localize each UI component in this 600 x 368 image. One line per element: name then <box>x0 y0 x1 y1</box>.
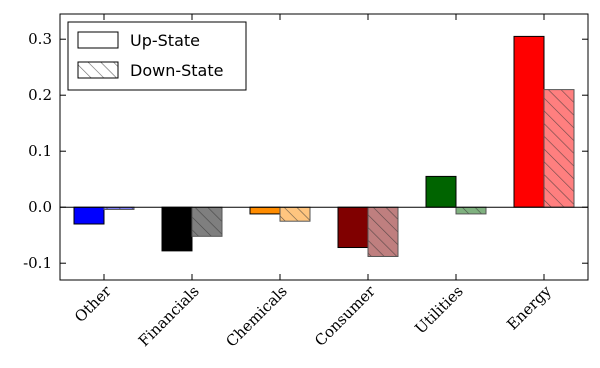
bar-utilities-down-state-hatch <box>455 206 487 215</box>
x-tick-label-consumer: Consumer <box>311 282 379 350</box>
y-tick-label: 0.3 <box>28 30 52 48</box>
legend-label-up-state: Up-State <box>130 31 200 50</box>
x-tick-label-other: Other <box>71 282 115 326</box>
legend-swatch-up-state <box>77 31 119 49</box>
bar-chemicals-down-state-hatch <box>279 206 311 222</box>
y-tick-label: 0.1 <box>28 142 52 160</box>
bar-chemicals-up-state <box>249 206 281 215</box>
legend-swatch-down-state <box>77 61 119 79</box>
legend-label-down-state: Down-State <box>130 61 223 80</box>
bar-consumer-up-state <box>337 206 369 249</box>
legend: Up-State Down-State <box>67 21 247 91</box>
bar-energy-up-state <box>513 35 545 208</box>
bar-consumer-down-state-hatch <box>367 206 399 257</box>
bar-financials-down-state-hatch <box>191 206 223 237</box>
bar-financials-up-state <box>161 206 193 252</box>
bars <box>73 35 575 257</box>
y-tick-label: -0.1 <box>23 254 52 272</box>
bar-energy-down-state-hatch <box>543 89 575 208</box>
y-tick-label: 0.0 <box>28 198 52 216</box>
y-tick-label: 0.2 <box>28 86 52 104</box>
x-tick-label-financials: Financials <box>135 282 203 350</box>
bar-other-up-state <box>73 206 105 225</box>
x-tick-label-chemicals: Chemicals <box>222 282 291 351</box>
x-tick-label-energy: Energy <box>503 282 555 334</box>
plot-frame <box>59 13 589 281</box>
x-tick-label-utilities: Utilities <box>411 282 466 337</box>
bar-utilities-up-state <box>425 175 457 208</box>
